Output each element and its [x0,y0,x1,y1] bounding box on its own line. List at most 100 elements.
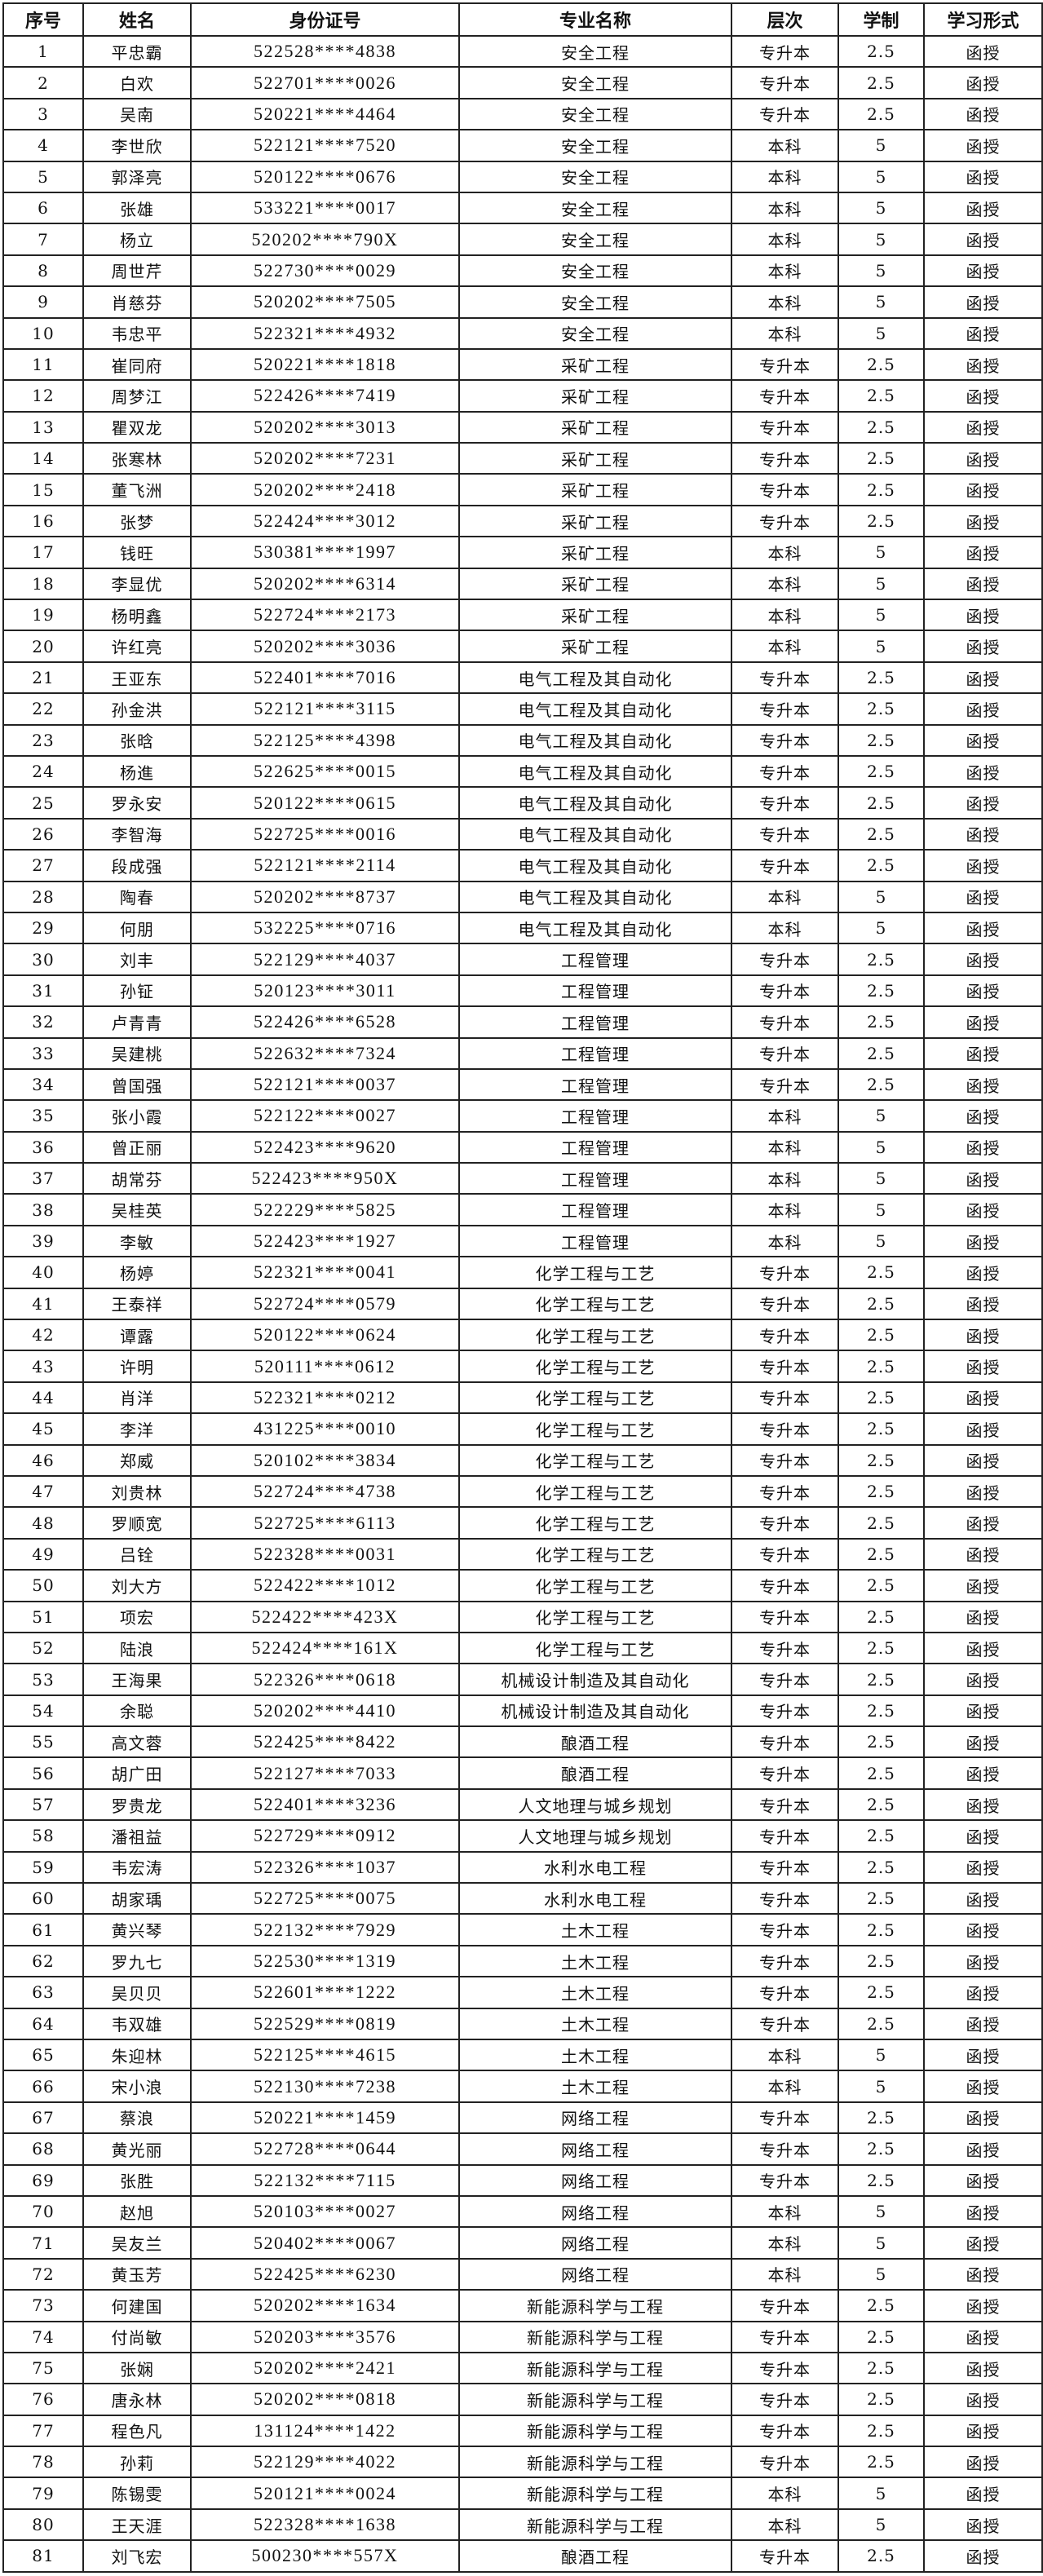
cell-id-number: 520123****3011 [190,974,460,1008]
cell-major: 安全工程 [458,34,732,68]
cell-level: 专升本 [731,1506,839,1540]
cell-id-number: 522426****6528 [190,1005,460,1039]
cell-index: 73 [2,2289,84,2322]
cell-major: 化学工程与工艺 [458,1256,732,1289]
table-row: 59 韦宏涛 522326****1037 水利水电工程 专升本 2.5 函授 [2,1850,1043,1885]
cell-duration: 2.5 [837,2351,925,2385]
cell-index: 18 [2,567,84,601]
cell-name: 黄兴琴 [82,1913,192,1946]
cell-id-number: 522424****3012 [190,504,460,538]
cell-level: 专升本 [731,2320,839,2353]
cell-index: 61 [2,1913,84,1946]
cell-id-number: 520103****0027 [190,2194,460,2229]
cell-duration: 2.5 [837,943,925,976]
cell-index: 40 [2,1256,84,1289]
cell-index: 24 [2,754,84,789]
cell-name: 肖慈芬 [82,285,192,319]
cell-duration: 2.5 [837,1287,925,1321]
cell-name: 朱迎林 [82,2038,192,2072]
cell-duration: 2.5 [837,473,925,506]
cell-index: 71 [2,2226,84,2260]
cell-study-mode: 函授 [923,285,1043,319]
table-row: 5 郭泽亮 520122****0676 安全工程 本科 5 函授 [2,160,1043,193]
cell-major: 新能源科学与工程 [458,2351,732,2385]
cell-study-mode: 函授 [923,2257,1043,2291]
cell-level: 本科 [731,1224,839,1258]
cell-name: 潘祖益 [82,1819,192,1853]
cell-index: 55 [2,1725,84,1759]
table-row: 1 平忠霸 522528****4838 安全工程 专升本 2.5 函授 [2,34,1043,68]
cell-level: 专升本 [731,2101,839,2135]
cell-duration: 2.5 [837,442,925,475]
cell-duration: 2.5 [837,1569,925,1602]
cell-name: 卢青青 [82,1005,192,1039]
cell-id-number: 522725****6113 [190,1506,460,1540]
table-row: 33 吴建桃 522632****7324 工程管理 专升本 2.5 函授 [2,1036,1043,1070]
cell-id-number: 522426****7419 [190,379,460,413]
cell-study-mode: 函授 [923,191,1043,225]
cell-study-mode: 函授 [923,1350,1043,1383]
cell-id-number: 520202****3036 [190,630,460,663]
cell-level: 本科 [731,880,839,913]
table-row: 19 杨明鑫 522724****2173 采矿工程 本科 5 函授 [2,599,1043,632]
cell-major: 安全工程 [458,254,732,288]
cell-duration: 2.5 [837,379,925,413]
cell-study-mode: 函授 [923,2163,1043,2197]
cell-name: 陆浪 [82,1631,192,1665]
cell-duration: 2.5 [837,1976,925,2009]
cell-major: 采矿工程 [458,379,732,413]
cell-id-number: 530381****1997 [190,536,460,569]
cell-level: 专升本 [731,1537,839,1571]
cell-study-mode: 函授 [923,1474,1043,1509]
cell-level: 专升本 [731,1694,839,1728]
cell-study-mode: 函授 [923,223,1043,256]
cell-index: 32 [2,1005,84,1039]
cell-id-number: 533221****0017 [190,191,460,225]
cell-major: 酿酒工程 [458,1756,732,1790]
cell-duration: 5 [837,191,925,225]
table-row: 34 曾国强 522121****0037 工程管理 专升本 2.5 函授 [2,1067,1043,1102]
cell-major: 人文地理与城乡规划 [458,1819,732,1853]
cell-id-number: 520221****1459 [190,2101,460,2135]
cell-level: 本科 [731,1193,839,1226]
cell-id-number: 522121****2114 [190,849,460,882]
cell-id-number: 522701****0026 [190,66,460,99]
cell-duration: 5 [837,1224,925,1258]
cell-duration: 5 [837,160,925,193]
table-row: 61 黄兴琴 522132****7929 土木工程 专升本 2.5 函授 [2,1913,1043,1946]
cell-study-mode: 函授 [923,2351,1043,2385]
cell-id-number: 522728****0644 [190,2132,460,2166]
cell-index: 25 [2,786,84,820]
cell-study-mode: 函授 [923,1569,1043,1602]
cell-study-mode: 函授 [923,974,1043,1008]
cell-name: 谭露 [82,1319,192,1352]
cell-study-mode: 函授 [923,880,1043,913]
table-row: 13 瞿双龙 520202****3013 采矿工程 专升本 2.5 函授 [2,410,1043,444]
cell-id-number: 532225****0716 [190,911,460,945]
cell-level: 本科 [731,254,839,288]
cell-duration: 2.5 [837,1537,925,1571]
cell-duration: 5 [837,630,925,663]
cell-major: 采矿工程 [458,536,732,569]
cell-name: 钱旺 [82,536,192,569]
cell-study-mode: 函授 [923,2477,1043,2510]
table-row: 41 王泰祥 522724****0579 化学工程与工艺 专升本 2.5 函授 [2,1287,1043,1321]
cell-duration: 2.5 [837,1663,925,1696]
cell-major: 土木工程 [458,2007,732,2041]
cell-id-number: 520111****0612 [190,1350,460,1383]
cell-name: 韦双雄 [82,2007,192,2041]
cell-id-number: 522423****9620 [190,1130,460,1164]
cell-study-mode: 函授 [923,630,1043,663]
cell-study-mode: 函授 [923,1976,1043,2009]
table-row: 49 吕铨 522328****0031 化学工程与工艺 专升本 2.5 函授 [2,1537,1043,1571]
cell-name: 张雄 [82,191,192,225]
cell-study-mode: 函授 [923,97,1043,131]
table-row: 29 何朋 532225****0716 电气工程及其自动化 本科 5 函授 [2,911,1043,945]
cell-level: 专升本 [731,1381,839,1415]
cell-duration: 2.5 [837,2414,925,2448]
cell-duration: 2.5 [837,1787,925,1822]
cell-duration: 2.5 [837,2163,925,2197]
table-row: 27 段成强 522121****2114 电气工程及其自动化 专升本 2.5 函授 [2,849,1043,882]
cell-duration: 2.5 [837,1443,925,1477]
table-row: 32 卢青青 522426****6528 工程管理 专升本 2.5 函授 [2,1005,1043,1039]
